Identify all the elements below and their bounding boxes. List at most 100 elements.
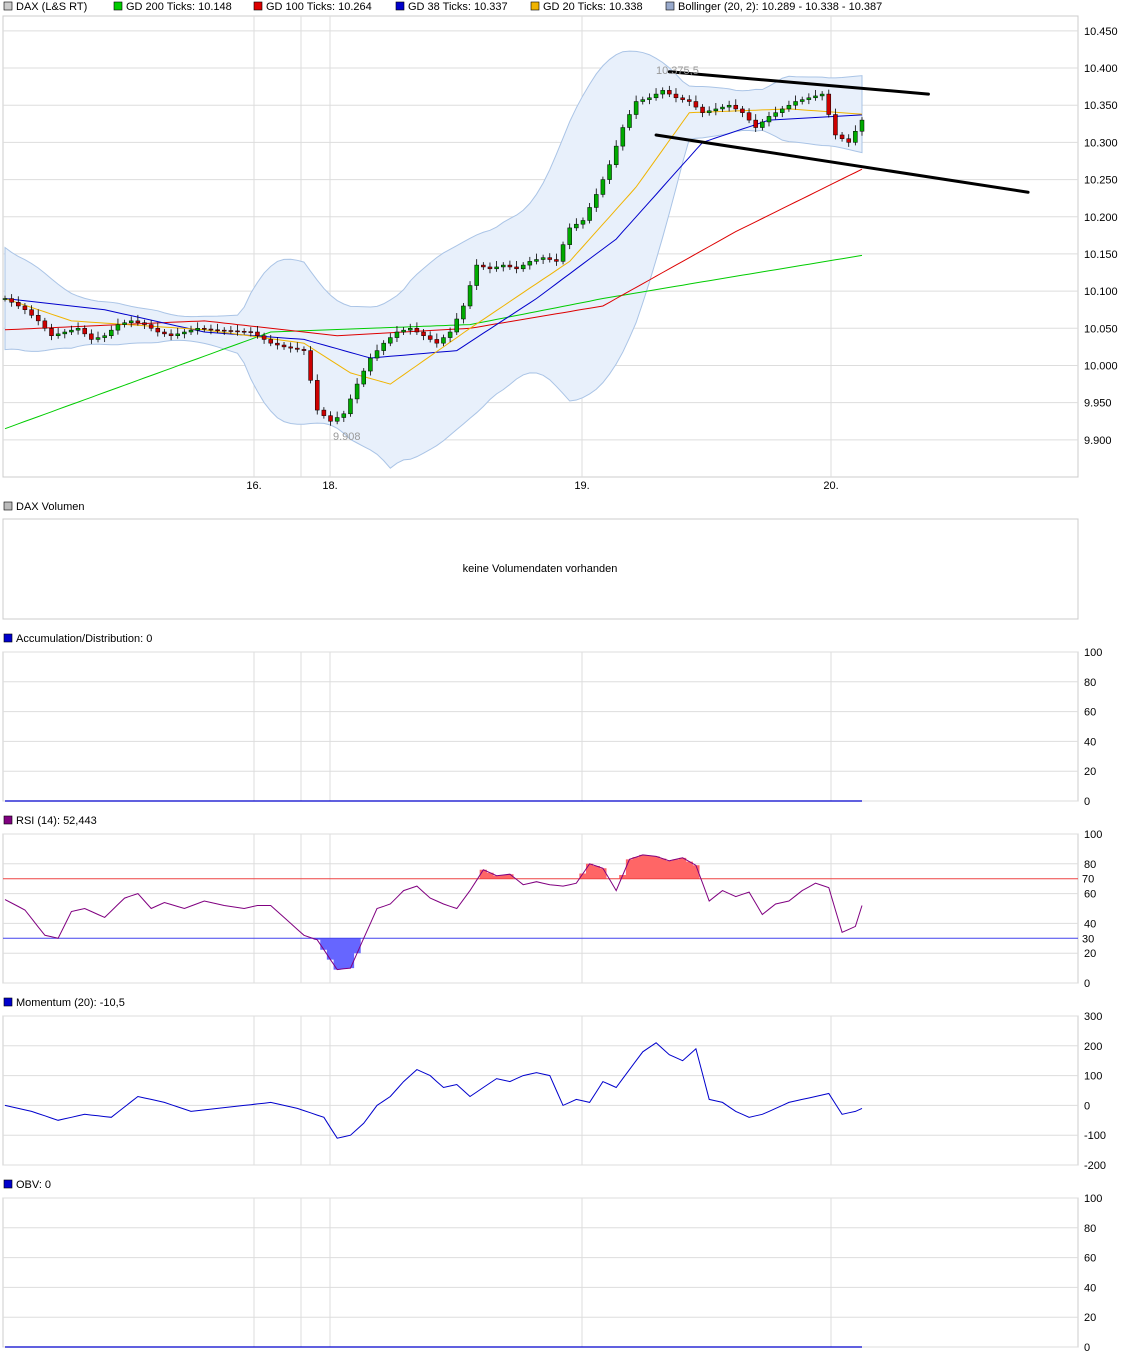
y-tick-label: 10.150 <box>1084 249 1118 261</box>
candle <box>321 407 327 419</box>
candle <box>667 85 672 98</box>
candle <box>454 313 460 335</box>
legend-item: GD 38 Ticks: 10.337 <box>395 1 508 13</box>
y-tick-label: 40 <box>1084 918 1096 930</box>
y-tick-label: 10.000 <box>1084 360 1118 372</box>
legend-label: Accumulation/Distribution: 0 <box>16 633 152 645</box>
candle <box>833 108 838 140</box>
legend-swatch <box>665 1 675 11</box>
bollinger-band-area <box>4 50 863 469</box>
candle <box>295 342 300 353</box>
rsi-panel: RSI (14): 52,443 100 80 60 40 20 0 70 30 <box>2 815 1102 990</box>
legend-item: Bollinger (20, 2): 10.289 - 10.338 - 10.… <box>665 1 882 13</box>
rsi_panel-legend: RSI (14): 52,443 <box>3 815 97 827</box>
legend-label: GD 20 Ticks: 10.338 <box>543 1 643 13</box>
y-tick-label: 20 <box>1084 948 1096 960</box>
rsi-line <box>4 854 863 971</box>
candle <box>627 110 632 131</box>
candle <box>195 322 200 335</box>
candle <box>846 134 851 147</box>
candle <box>314 374 320 415</box>
legend-swatch <box>3 1179 13 1189</box>
candle <box>640 96 646 105</box>
y-tick-label: 0 <box>1084 796 1090 808</box>
legend-label: DAX (L&S RT) <box>16 1 87 13</box>
candle <box>560 241 566 265</box>
candle <box>109 325 114 339</box>
y-tick-label: 0 <box>1084 1100 1090 1112</box>
candle <box>62 329 68 339</box>
obv_panel-legend: OBV: 0 <box>3 1179 51 1191</box>
candle <box>534 253 539 265</box>
candle <box>574 218 579 231</box>
candle <box>328 411 333 426</box>
candle <box>401 327 406 335</box>
y-tick-label: 10.050 <box>1084 323 1118 335</box>
candle <box>89 329 94 344</box>
candle <box>208 324 214 335</box>
legend-label: GD 200 Ticks: 10.148 <box>126 1 232 13</box>
legend-swatch <box>3 1 13 11</box>
legend-swatch <box>3 815 13 825</box>
momentum_panel-frame <box>2 1015 1079 1166</box>
candle <box>2 295 8 302</box>
y-tick-label: 60 <box>1084 1253 1096 1265</box>
volume-panel: DAX Volumen keine Volumendaten vorhanden <box>2 501 1079 620</box>
candle <box>162 329 167 337</box>
y-tick-label: 80 <box>1084 677 1096 689</box>
rsi-level-30-label: 30 <box>1082 933 1094 945</box>
candle <box>148 320 154 332</box>
candle <box>673 88 679 103</box>
candle <box>368 353 373 376</box>
candle <box>706 106 712 116</box>
legend-label: GD 100 Ticks: 10.264 <box>266 1 372 13</box>
legend-label: OBV: 0 <box>16 1179 51 1191</box>
candle <box>520 262 526 272</box>
y-tick-label: 100 <box>1084 1193 1102 1205</box>
candle <box>308 346 313 384</box>
y-tick-label: 9.950 <box>1084 398 1112 410</box>
rsi-oversold-area <box>313 938 361 970</box>
candle <box>733 99 739 112</box>
candle <box>647 93 652 105</box>
x-tick-label: 19. <box>574 480 589 492</box>
candle <box>580 217 586 229</box>
candle <box>228 326 234 334</box>
x-tick-label: 18. <box>322 480 337 492</box>
obv_panel-frame <box>2 1197 1079 1348</box>
legend-swatch <box>395 1 405 11</box>
y-tick-label: 10.400 <box>1084 63 1118 75</box>
candle <box>594 188 599 212</box>
candle <box>407 323 413 335</box>
candle <box>95 331 101 343</box>
candle <box>394 326 400 343</box>
candle <box>55 327 61 339</box>
candle <box>620 124 626 151</box>
x-tick-label: 20. <box>823 480 838 492</box>
candle <box>255 326 260 339</box>
legend-swatch <box>3 633 13 643</box>
candle <box>467 281 473 309</box>
candle <box>713 102 719 116</box>
candle <box>42 317 48 332</box>
y-tick-label: 200 <box>1084 1041 1102 1053</box>
candle <box>281 342 287 350</box>
candle <box>75 322 81 335</box>
x-tick-label: 16. <box>246 480 261 492</box>
candle <box>813 89 818 101</box>
candle <box>753 114 758 132</box>
no-volume-message: keine Volumendaten vorhanden <box>463 563 618 575</box>
candle <box>501 262 506 272</box>
legend-label: Bollinger (20, 2): 10.289 - 10.338 - 10.… <box>678 1 882 13</box>
candle <box>853 125 858 146</box>
candle <box>427 331 433 343</box>
ad_panel-legend: Accumulation/Distribution: 0 <box>3 633 152 645</box>
rsi_panel-frame <box>2 833 1079 984</box>
candle <box>474 259 479 290</box>
y-tick-label: 60 <box>1084 707 1096 719</box>
candle <box>693 95 699 111</box>
candle <box>215 323 220 334</box>
legend-label: Momentum (20): -10,5 <box>16 997 125 1009</box>
candle <box>135 314 141 326</box>
y-tick-label: 20 <box>1084 1312 1096 1324</box>
